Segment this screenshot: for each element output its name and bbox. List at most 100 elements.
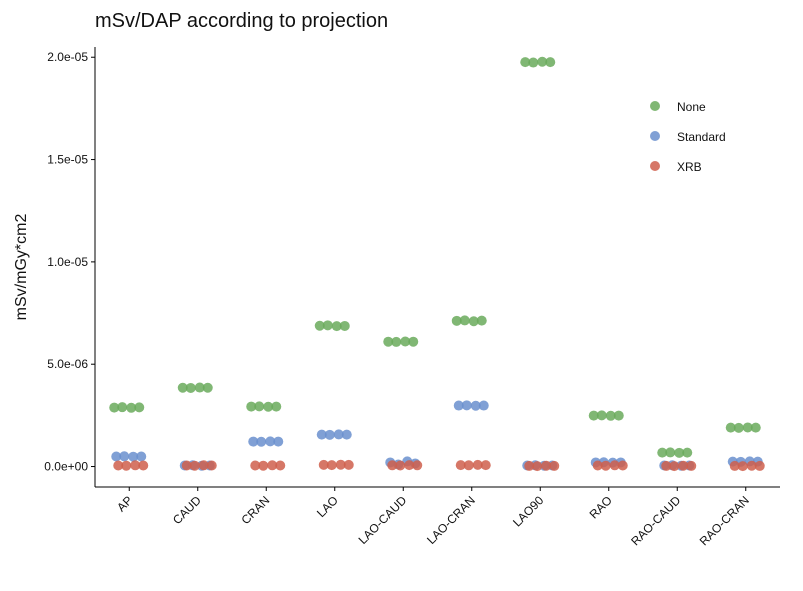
legend-label: None xyxy=(677,100,706,114)
point xyxy=(613,410,624,421)
y-tick-label: 5.0e-06 xyxy=(47,357,88,371)
point xyxy=(198,460,209,471)
point xyxy=(742,422,753,433)
point xyxy=(391,336,402,347)
point xyxy=(588,410,599,421)
point xyxy=(256,436,267,447)
point xyxy=(459,315,470,326)
point xyxy=(331,321,342,332)
chart-title: mSv/DAP according to projection xyxy=(95,10,388,32)
point xyxy=(678,460,689,471)
point xyxy=(725,422,736,433)
point xyxy=(733,422,744,433)
point xyxy=(265,436,276,447)
point xyxy=(248,436,259,447)
point xyxy=(737,461,748,472)
legend-marker xyxy=(650,101,660,111)
point xyxy=(121,460,132,471)
point xyxy=(206,460,217,471)
point xyxy=(609,460,620,471)
point xyxy=(596,410,607,421)
point xyxy=(400,336,411,347)
point xyxy=(134,402,145,413)
point xyxy=(661,460,672,471)
point xyxy=(254,401,265,412)
point xyxy=(528,57,539,68)
point xyxy=(322,320,333,331)
point xyxy=(472,459,483,470)
point xyxy=(665,447,676,458)
point xyxy=(263,401,274,412)
point xyxy=(318,459,329,470)
point xyxy=(463,460,474,471)
point xyxy=(267,460,278,471)
point xyxy=(343,459,354,470)
point xyxy=(177,382,188,393)
legend-label: Standard xyxy=(677,130,726,144)
point xyxy=(128,451,139,462)
point xyxy=(404,460,415,471)
point xyxy=(130,460,141,471)
point xyxy=(520,57,531,68)
y-tick-label: 2.0e-05 xyxy=(47,50,88,64)
point xyxy=(333,429,344,440)
point xyxy=(669,461,680,472)
point xyxy=(194,382,205,393)
point xyxy=(674,447,685,458)
point xyxy=(453,400,464,411)
point xyxy=(468,316,479,327)
point xyxy=(136,451,147,462)
point xyxy=(537,56,548,67)
point xyxy=(617,460,628,471)
point xyxy=(478,400,489,411)
point xyxy=(383,336,394,347)
point xyxy=(470,400,481,411)
y-axis-label: mSv/mGy*cm2 xyxy=(13,214,30,321)
point xyxy=(271,401,282,412)
y-tick-label: 1.0e-05 xyxy=(47,255,88,269)
point xyxy=(682,447,693,458)
point xyxy=(117,402,128,413)
point xyxy=(339,320,350,331)
point xyxy=(480,460,491,471)
point xyxy=(109,402,120,413)
point xyxy=(541,460,552,471)
point xyxy=(461,400,472,411)
point xyxy=(476,315,487,326)
point xyxy=(754,460,765,471)
point xyxy=(408,336,419,347)
point xyxy=(532,461,543,472)
y-tick-label: 0.0e+00 xyxy=(44,460,88,474)
point xyxy=(545,57,556,68)
point xyxy=(335,459,346,470)
point xyxy=(549,460,560,471)
y-tick-label: 1.5e-05 xyxy=(47,153,88,167)
point xyxy=(202,382,213,393)
point xyxy=(314,320,325,331)
point xyxy=(412,460,423,471)
point xyxy=(185,382,196,393)
point xyxy=(138,460,149,471)
point xyxy=(316,429,327,440)
point xyxy=(258,460,269,471)
point xyxy=(600,460,611,471)
point xyxy=(395,460,406,471)
point xyxy=(181,460,192,471)
point xyxy=(750,422,761,433)
point xyxy=(729,460,740,471)
point xyxy=(455,460,466,471)
legend-marker xyxy=(650,161,660,171)
point xyxy=(451,315,462,326)
point xyxy=(657,447,668,458)
point xyxy=(605,410,616,421)
point xyxy=(246,401,257,412)
point xyxy=(126,402,137,413)
point xyxy=(592,460,603,471)
point xyxy=(324,429,335,440)
point xyxy=(113,460,124,471)
point xyxy=(387,460,398,471)
point xyxy=(111,451,122,462)
legend-label: XRB xyxy=(677,160,702,174)
point xyxy=(119,451,130,462)
